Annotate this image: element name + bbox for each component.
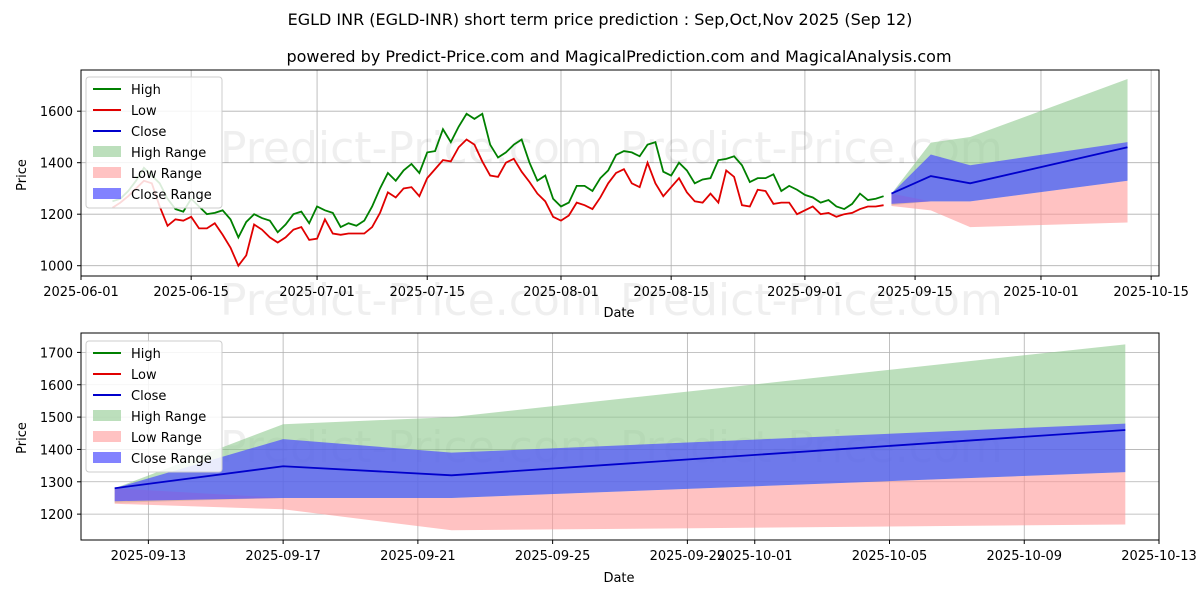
top-xlabel: Date (603, 306, 634, 321)
legend2-high-label: High (131, 347, 161, 362)
bot-xtick-label: 2025-09-25 (515, 549, 591, 564)
legend2-high-range-label: High Range (131, 410, 206, 425)
top-xtick-label: 2025-07-15 (389, 285, 465, 300)
bot-close-range-band (114, 423, 1126, 502)
legend-close-range-swatch (93, 188, 121, 199)
top-plot-frame (80, 69, 1160, 277)
bot-low-range-band (114, 472, 1126, 531)
top-ylabel: Price (15, 159, 30, 191)
chart-title: EGLD INR (EGLD-INR) short term price pre… (288, 10, 913, 29)
top-ytick-label: 1400 (40, 157, 73, 172)
legend2-close-label: Close (131, 389, 166, 404)
top-panel: Predict-Price.com Predict-Price.com Pred… (15, 69, 1189, 326)
top-low-range-band (891, 180, 1128, 228)
legend-low-label: Low (131, 104, 157, 119)
bot-xtick-label: 2025-09-29 (650, 549, 726, 564)
bot-xtick-label: 2025-10-13 (1121, 549, 1197, 564)
top-xtick-label: 2025-09-15 (877, 285, 953, 300)
top-watermark-low-left: Predict-Price.com (220, 275, 603, 326)
top-xtick-label: 2025-06-01 (43, 285, 119, 300)
bot-ytick-label: 1400 (40, 443, 73, 458)
top-xtick-label: 2025-10-15 (1113, 285, 1189, 300)
top-close-forecast-line (891, 146, 1128, 195)
top-ytick-label: 1200 (40, 208, 73, 223)
legend-high-range-label: High Range (131, 146, 206, 161)
top-watermark-left: Predict-Price.com (220, 123, 603, 174)
top-close-range-band (891, 142, 1128, 204)
legend2-low-label: Low (131, 368, 157, 383)
bot-xtick-label: 2025-10-01 (717, 549, 793, 564)
chart-subtitle: powered by Predict-Price.com and Magical… (286, 47, 951, 66)
top-low-series-line (111, 138, 884, 268)
bot-ytick-label: 1300 (40, 476, 73, 491)
bot-xtick-label: 2025-09-21 (380, 549, 456, 564)
top-legend: High Low Close High Range Low Range Clos… (85, 76, 223, 209)
legend2-close-range-label: Close Range (131, 452, 212, 467)
bot-ytick-label: 1500 (40, 411, 73, 426)
bot-ytick-label: 1200 (40, 508, 73, 523)
top-ytick-label: 1600 (40, 105, 73, 120)
legend2-low-range-label: Low Range (131, 431, 202, 446)
top-xtick-label: 2025-08-15 (633, 285, 709, 300)
bottom-panel: Predict-Price.com Predict-Price.com 2025… (15, 332, 1197, 586)
top-xtick-label: 2025-08-01 (523, 285, 599, 300)
bot-xtick-label: 2025-09-17 (245, 549, 321, 564)
top-xtick-label: 2025-07-01 (279, 285, 355, 300)
legend-low-range-label: Low Range (131, 167, 202, 182)
bot-xtick-label: 2025-09-13 (111, 549, 187, 564)
legend-close-label: Close (131, 125, 166, 140)
top-ytick-label: 1000 (40, 260, 73, 275)
bot-xtick-label: 2025-10-05 (852, 549, 928, 564)
legend2-close-range-swatch (93, 452, 121, 463)
bottom-xlabel: Date (603, 571, 634, 586)
legend-high-label: High (131, 83, 161, 98)
top-xtick-label: 2025-06-15 (153, 285, 229, 300)
bot-ytick-label: 1600 (40, 379, 73, 394)
bot-ytick-label: 1700 (40, 346, 73, 361)
bot-close-forecast-line (114, 429, 1126, 490)
legend-low-range-swatch (93, 167, 121, 178)
legend2-high-range-swatch (93, 410, 121, 421)
legend2-low-range-swatch (93, 431, 121, 442)
legend-close-range-label: Close Range (131, 188, 212, 203)
top-watermark-low-right: Predict-Price.com (620, 275, 1003, 326)
top-xtick-label: 2025-09-01 (767, 285, 843, 300)
bottom-plot-frame (80, 332, 1160, 541)
bottom-ylabel: Price (15, 422, 30, 454)
bot-xtick-label: 2025-10-09 (986, 549, 1062, 564)
top-xtick-label: 2025-10-01 (1003, 285, 1079, 300)
bottom-legend: High Low Close High Range Low Range Clos… (85, 340, 223, 473)
legend-high-range-swatch (93, 146, 121, 157)
top-high-series-line (112, 112, 884, 240)
